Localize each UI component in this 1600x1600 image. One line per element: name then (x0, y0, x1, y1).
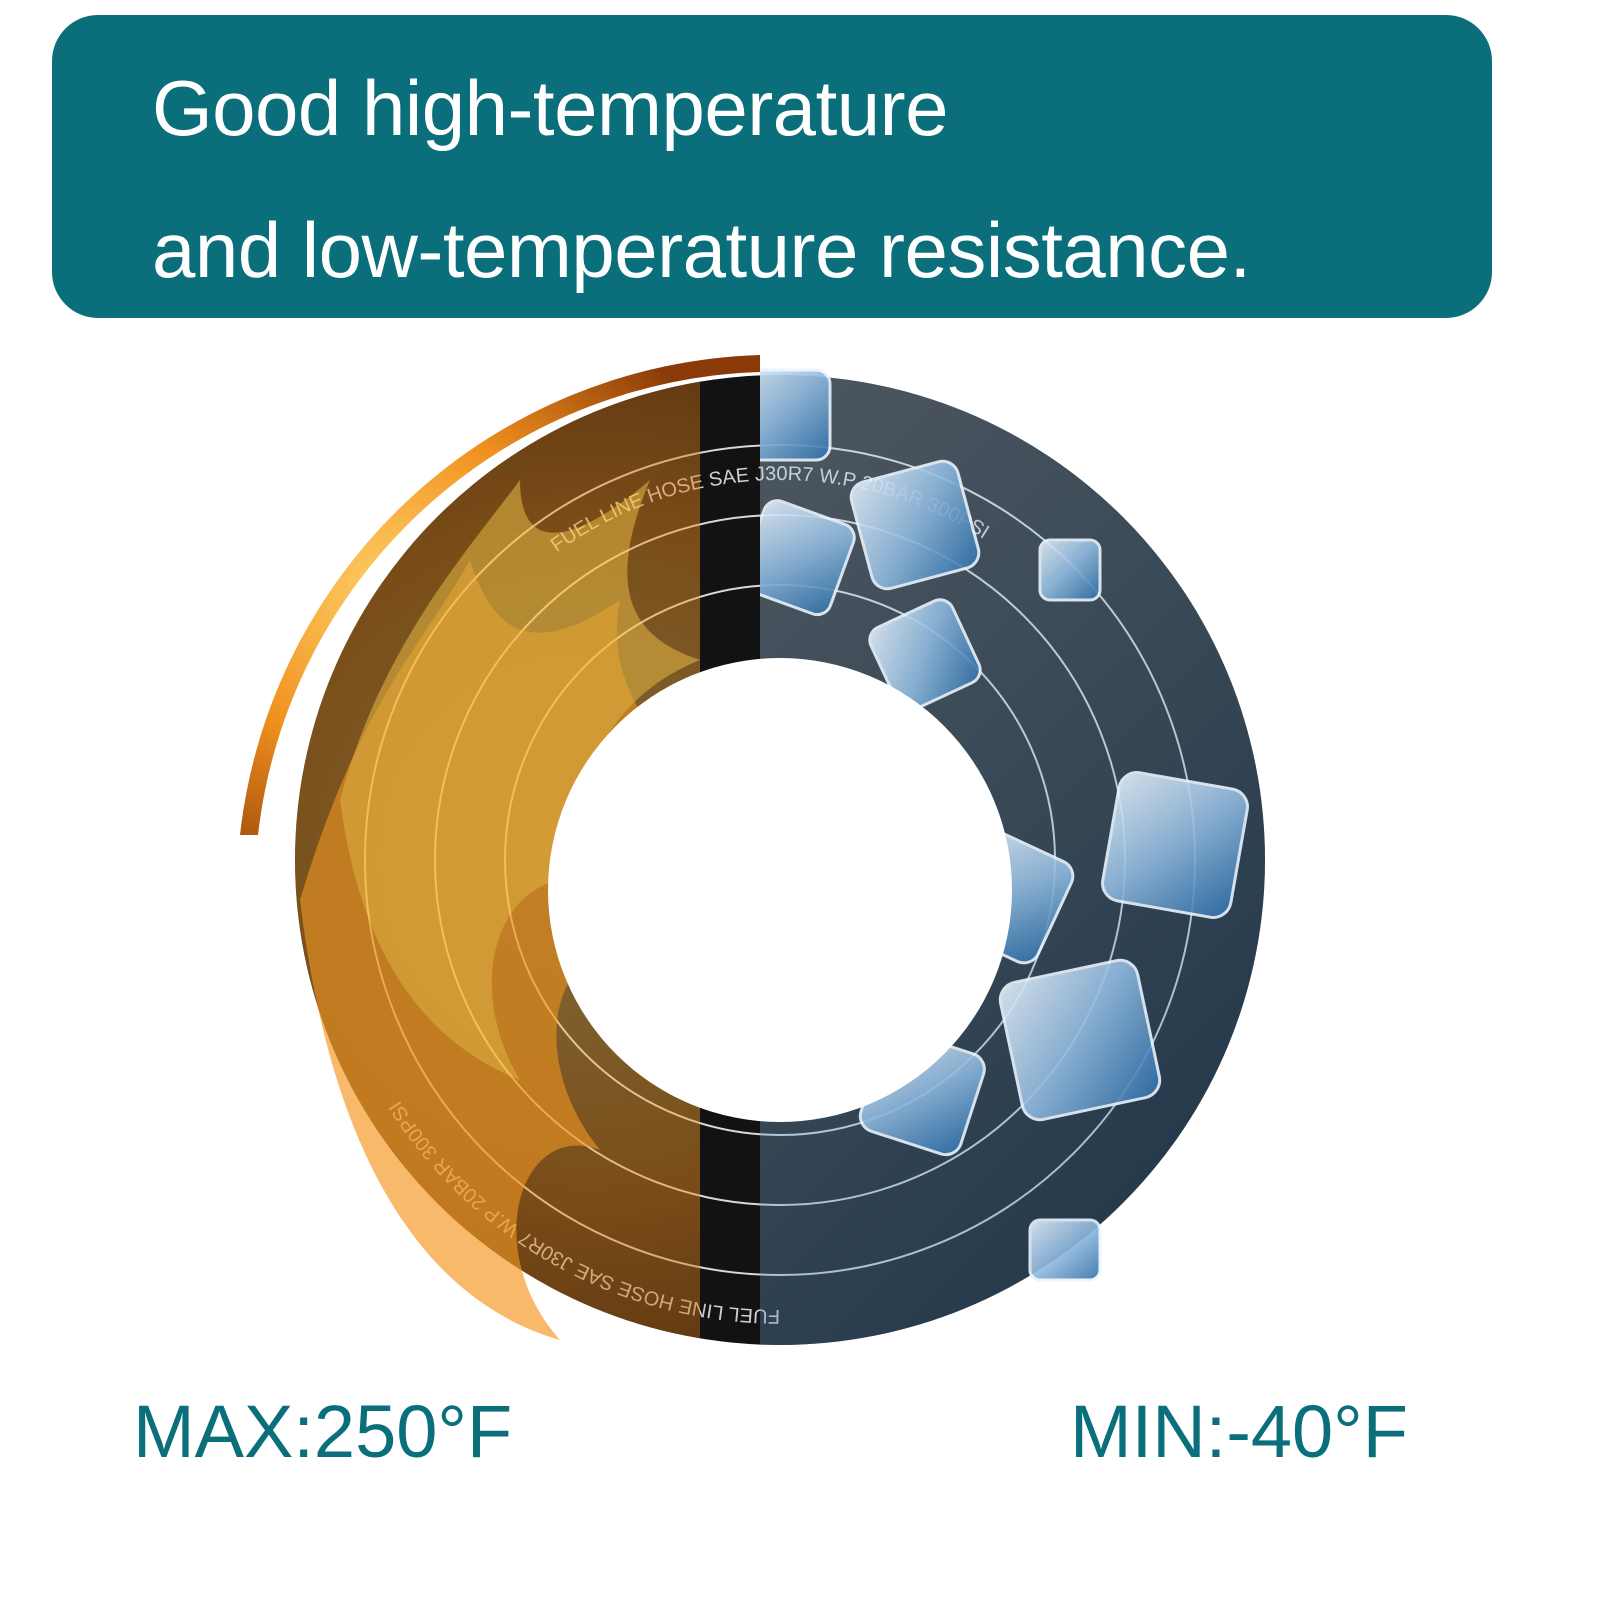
ice-cube-icon (760, 368, 1265, 1345)
headline-banner: Good high-temperature and low-temperatur… (52, 15, 1492, 318)
max-temperature: MAX:250°F (133, 1390, 513, 1473)
min-temperature: MIN:-40°F (1070, 1390, 1408, 1473)
headline-line-1: Good high-temperature (152, 64, 948, 152)
headline-line-2: and low-temperature resistance. (152, 206, 1251, 294)
coil-center (548, 658, 1012, 1122)
hose-tail (240, 355, 760, 835)
